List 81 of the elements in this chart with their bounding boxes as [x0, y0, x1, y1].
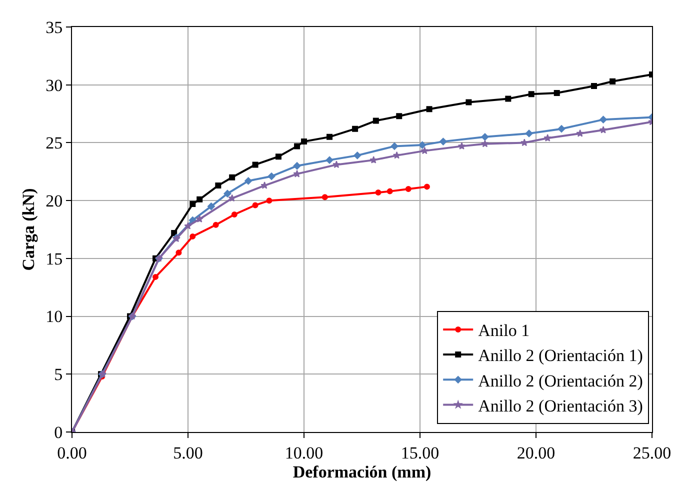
point	[420, 146, 428, 154]
x-axis-title: Deformación (mm)	[292, 462, 432, 482]
point	[229, 174, 236, 180]
point	[260, 182, 268, 189]
point	[405, 186, 412, 192]
point	[481, 133, 489, 141]
point	[390, 142, 398, 150]
y-tick-label: 20	[46, 192, 63, 211]
y-tick-label: 15	[46, 249, 63, 268]
point	[558, 125, 566, 133]
y-tick-label: 25	[46, 134, 63, 153]
point	[293, 162, 301, 170]
point	[354, 152, 362, 160]
point	[268, 172, 276, 180]
y-tick-label: 35	[46, 18, 63, 37]
point	[439, 138, 447, 146]
point	[466, 99, 472, 106]
y-tick-label: 0	[54, 422, 63, 442]
point	[184, 222, 192, 230]
y-tick-label: 10	[46, 307, 63, 326]
point	[294, 143, 300, 150]
point	[591, 83, 597, 90]
point	[190, 233, 196, 240]
legend-label: Anilo 1	[478, 321, 530, 340]
point	[196, 196, 203, 202]
point	[275, 154, 282, 160]
x-tick-label: 20.00	[516, 443, 556, 462]
point	[544, 134, 552, 142]
point	[301, 138, 307, 145]
point	[392, 151, 401, 159]
point	[332, 160, 340, 168]
point	[424, 184, 430, 190]
y-axis-title: Carga (kN)	[19, 188, 38, 271]
point	[326, 156, 334, 164]
x-tick-label: 15.00	[400, 443, 440, 462]
point	[418, 141, 426, 149]
point	[396, 113, 402, 120]
point	[293, 170, 301, 178]
point	[386, 188, 393, 194]
point	[228, 194, 236, 202]
x-tick-label: 10.00	[284, 443, 324, 462]
point	[370, 156, 378, 164]
point	[196, 215, 204, 222]
point	[152, 274, 159, 280]
point	[426, 106, 432, 112]
point	[207, 202, 215, 210]
point	[224, 190, 232, 198]
point	[372, 118, 379, 124]
point	[600, 116, 608, 124]
point	[520, 138, 528, 146]
point	[458, 142, 466, 150]
point	[505, 96, 512, 102]
legend-label: Anillo 2 (Orientación 2)	[478, 371, 643, 390]
point	[215, 182, 222, 189]
x-tick-label: 5.00	[173, 443, 203, 462]
point	[352, 126, 358, 132]
point	[212, 222, 219, 228]
point	[576, 129, 584, 137]
x-tick-label: 25.00	[632, 443, 672, 462]
point	[610, 78, 616, 84]
point	[481, 140, 489, 148]
point	[525, 130, 533, 138]
point	[190, 201, 196, 208]
legend-label: Anillo 2 (Orientación 1)	[478, 346, 643, 366]
point	[231, 211, 238, 218]
point	[176, 250, 182, 256]
point	[599, 126, 608, 134]
legend-label: Anillo 2 (Orientación 3)	[478, 396, 643, 416]
point	[266, 198, 272, 204]
point	[171, 230, 178, 236]
y-tick-label: 30	[46, 76, 63, 95]
point	[554, 90, 560, 96]
x-tick-label: 0.00	[57, 443, 87, 462]
point	[244, 177, 252, 185]
point	[322, 194, 328, 200]
point	[528, 91, 534, 98]
point	[375, 189, 382, 196]
point	[252, 162, 258, 168]
point	[252, 202, 258, 208]
point	[326, 134, 333, 140]
y-tick-label: 5	[54, 365, 63, 384]
